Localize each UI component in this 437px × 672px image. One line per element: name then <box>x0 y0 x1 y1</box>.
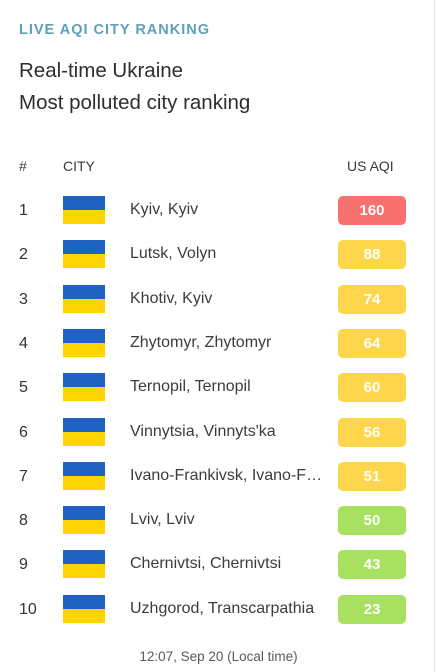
city-name-link[interactable]: Chernivtsi, Chernivtsi <box>130 555 282 573</box>
title-line-2: Most polluted city ranking <box>19 91 251 114</box>
column-header-aqi: US AQI <box>347 158 394 174</box>
table-row[interactable]: 8 Lviv, Lviv 50 <box>0 500 435 544</box>
city-name-link[interactable]: Zhytomyr, Zhytomyr <box>130 333 272 351</box>
ukraine-flag-icon <box>63 240 105 269</box>
rank-number: 9 <box>19 556 28 574</box>
table-row[interactable]: 6 Vinnytsia, Vinnyts'ka 56 <box>0 412 435 456</box>
section-kicker: LIVE AQI CITY RANKING <box>19 22 210 38</box>
table-row[interactable]: 3 Khotiv, Kyiv 74 <box>0 279 435 323</box>
timestamp: 12:07, Sep 20 (Local time) <box>139 649 298 664</box>
ukraine-flag-icon <box>63 373 105 402</box>
aqi-badge: 51 <box>338 461 406 491</box>
city-name-link[interactable]: Ternopil, Ternopil <box>130 378 251 396</box>
rank-number: 7 <box>19 467 28 485</box>
aqi-badge: 43 <box>338 550 406 580</box>
city-name-link[interactable]: Uzhgorod, Transcarpathia <box>130 599 315 617</box>
rank-number: 1 <box>19 202 28 219</box>
city-name-link[interactable]: Vinnytsia, Vinnyts'ka <box>130 422 276 440</box>
ukraine-flag-icon <box>63 196 105 224</box>
city-name-link[interactable]: Ivano-Frankivsk, Ivano-Frankivsk <box>130 466 326 484</box>
aqi-badge: 56 <box>338 417 406 447</box>
city-name-link[interactable]: Kyiv, Kyiv <box>130 201 199 218</box>
table-row[interactable]: 7 Ivano-Frankivsk, Ivano-Frankivsk 51 <box>0 456 435 500</box>
aqi-badge: 60 <box>338 373 406 403</box>
ukraine-flag-icon <box>63 461 105 490</box>
ukraine-flag-icon <box>63 550 105 579</box>
table-row[interactable]: 4 Zhytomyr, Zhytomyr 64 <box>0 323 435 367</box>
aqi-badge: 88 <box>338 240 406 270</box>
city-name-link[interactable]: Lviv, Lviv <box>130 511 195 529</box>
table-row[interactable]: 1 Kyiv, Kyiv 160 <box>0 190 435 234</box>
page-title: Real-time Ukraine Most polluted city ran… <box>19 55 250 119</box>
rank-number: 3 <box>19 290 28 308</box>
rank-number: 4 <box>19 334 28 352</box>
rank-number: 10 <box>19 600 37 618</box>
ukraine-flag-icon <box>63 594 105 623</box>
aqi-badge: 64 <box>338 328 406 358</box>
rank-number: 8 <box>19 512 28 530</box>
aqi-badge: 74 <box>338 284 406 314</box>
rank-number: 6 <box>19 423 28 441</box>
ukraine-flag-icon <box>63 328 105 357</box>
city-name-link[interactable]: Khotiv, Kyiv <box>130 289 213 307</box>
aqi-badge: 23 <box>338 594 406 624</box>
table-row[interactable]: 9 Chernivtsi, Chernivtsi 43 <box>0 544 435 588</box>
column-header-rank: # <box>19 158 27 174</box>
column-header-city: CITY <box>63 158 95 174</box>
title-line-1: Real-time Ukraine <box>19 59 184 82</box>
aqi-badge: 160 <box>338 196 406 225</box>
table-row[interactable]: 2 Lutsk, Volyn 88 <box>0 234 435 278</box>
table-row[interactable]: 10 Uzhgorod, Transcarpathia 23 <box>0 589 435 633</box>
ukraine-flag-icon <box>63 417 105 446</box>
ukraine-flag-icon <box>63 284 105 313</box>
rank-number: 5 <box>19 379 28 397</box>
table-row[interactable]: 5 Ternopil, Ternopil 60 <box>0 367 435 411</box>
aqi-badge: 50 <box>338 506 406 536</box>
ukraine-flag-icon <box>63 506 105 535</box>
city-name-link[interactable]: Lutsk, Volyn <box>130 245 217 263</box>
rank-number: 2 <box>19 246 28 264</box>
